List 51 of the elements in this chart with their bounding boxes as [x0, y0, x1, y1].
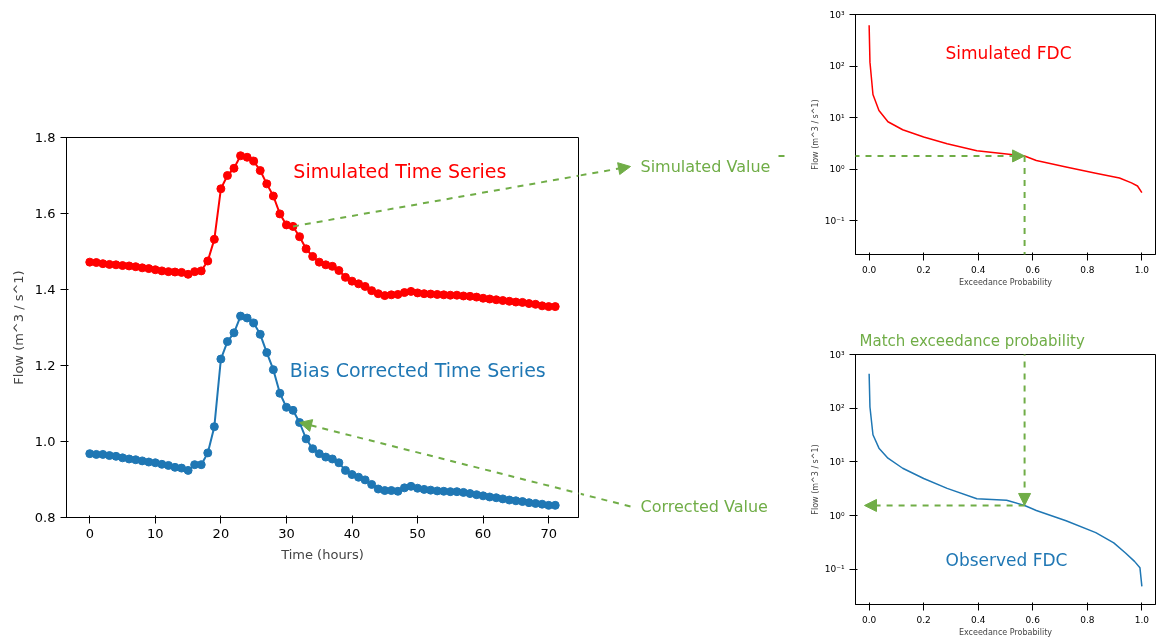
y-tick-label: 10⁻¹ [824, 564, 845, 575]
x-tick-label: 50 [409, 525, 426, 541]
x-tick-label: 0.2 [916, 614, 931, 625]
x-tick-label: 0.0 [861, 614, 877, 625]
y-tick-label: 10² [829, 403, 845, 414]
series-label: Simulated Time Series [293, 159, 507, 182]
x-tick-label: 0.8 [1080, 614, 1095, 625]
y-tick-label: 1.6 [34, 206, 56, 221]
x-tick-label: 0.8 [1080, 264, 1095, 275]
y-tick-label: 10¹ [829, 456, 845, 467]
y-axis-title: Flow (m^3 / s^1) [810, 99, 820, 170]
y-axis-title: Flow (m^3 / s^1) [10, 270, 26, 385]
x-tick-label: 0 [85, 525, 94, 541]
y-tick-label: 1.8 [34, 130, 56, 145]
y-tick-label: 1.4 [34, 282, 56, 297]
annotation: Corrected Value [640, 497, 768, 516]
x-tick-label: 40 [343, 525, 361, 541]
x-tick-label: 20 [212, 525, 230, 541]
y-axis-title: Flow (m^3 / s^1) [810, 444, 820, 515]
y-tick-label: 10¹ [829, 112, 845, 123]
y-tick-label: 10⁰ [829, 164, 845, 175]
x-tick-label: 1.0 [1134, 614, 1150, 625]
series-label: Observed FDC [945, 549, 1068, 570]
annotation: Simulated Value [640, 157, 771, 176]
y-tick-label: 10⁰ [829, 510, 845, 521]
x-tick-label: 0.6 [1025, 264, 1041, 275]
x-tick-label: 0.0 [861, 264, 877, 275]
line-series [868, 373, 1143, 588]
x-axis-title: Time (hours) [280, 546, 364, 562]
line-series [868, 24, 1143, 194]
x-tick-label: 30 [278, 525, 295, 541]
x-axis-title: Exceedance Probability [958, 627, 1053, 637]
x-tick-label: 0.6 [1025, 614, 1041, 625]
y-tick-label: 0.8 [34, 510, 56, 525]
y-tick-label: 10³ [829, 349, 845, 360]
x-tick-label: 0.2 [916, 264, 931, 275]
x-tick-label: 10 [147, 525, 164, 541]
x-tick-label: 60 [474, 525, 492, 541]
y-tick-label: 1.2 [34, 358, 56, 373]
y-tick-label: 10² [829, 61, 845, 72]
annotation: Match exceedance probability [859, 331, 1085, 350]
series-label: Bias Corrected Time Series [289, 359, 546, 382]
y-tick-label: 10³ [829, 9, 845, 20]
x-axis-title: Exceedance Probability [958, 277, 1053, 287]
y-tick-label: 10⁻¹ [824, 215, 845, 226]
x-tick-label: 0.4 [971, 264, 986, 275]
x-tick-label: 0.4 [971, 614, 986, 625]
x-tick-label: 1.0 [1134, 264, 1150, 275]
y-tick-label: 1.0 [34, 434, 56, 449]
text: Simulated FDC [945, 42, 1072, 63]
x-tick-label: 70 [540, 525, 557, 541]
